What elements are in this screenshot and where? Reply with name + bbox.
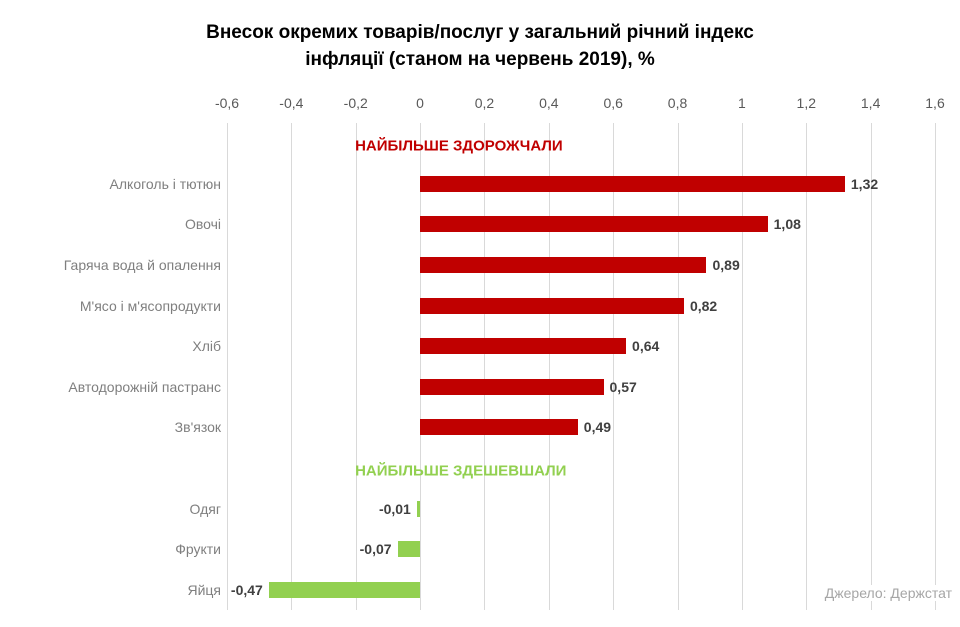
- section-header: НАЙБІЛЬШЕ ЗДОРОЖЧАЛИ: [355, 137, 563, 155]
- category-label: Зв'язок: [174, 419, 221, 436]
- category-label: Овочі: [184, 216, 221, 233]
- gridline: [227, 123, 228, 610]
- category-label: М'ясо і м'ясопродукти: [79, 297, 221, 314]
- value-label: -0,07: [359, 541, 392, 558]
- bar-increase: [420, 338, 627, 355]
- x-axis-tick-label: 0: [416, 95, 424, 111]
- category-label: Фрукти: [175, 541, 221, 558]
- gridline: [677, 123, 679, 610]
- category-label: Гаряча вода й опалення: [63, 257, 221, 274]
- gridline: [741, 123, 743, 610]
- value-label: 0,57: [609, 378, 637, 395]
- bar-increase: [420, 419, 578, 436]
- chart-title: Внесок окремих товарів/послуг у загальни…: [0, 19, 960, 73]
- category-axis-labels: Алкоголь і тютюн Овочі Гаряча вода й опале…: [0, 123, 960, 610]
- gridline: [420, 123, 422, 610]
- bar-increase: [420, 378, 604, 395]
- bar-decrease: [268, 581, 421, 598]
- category-label: Одяг: [189, 500, 221, 517]
- x-axis-tick-label: 1: [738, 95, 746, 111]
- chart-title-line-2: інфляції (станом на червень 2019), %: [305, 49, 655, 70]
- bar-increase: [420, 297, 684, 314]
- value-label: 0,49: [583, 419, 612, 436]
- gridline: [806, 123, 808, 610]
- category-label: Яйця: [187, 581, 221, 598]
- bar-decrease: [397, 541, 421, 558]
- gridline: [548, 123, 550, 610]
- bar-decrease: [416, 500, 421, 517]
- x-axis-tick-label: 0,2: [474, 95, 495, 111]
- value-label: 0,89: [712, 257, 740, 274]
- bar-increase: [420, 175, 845, 192]
- x-axis: -0,6 -0,4 -0,2 0 0,2 0,4 0,6 0,8 1 1,2 1,4 1,6: [215, 95, 945, 113]
- value-label: 1,08: [773, 216, 801, 233]
- bar-increase: [420, 216, 768, 233]
- category-label: Хліб: [192, 338, 221, 355]
- x-axis-tick-label: 1,6: [925, 95, 945, 111]
- plot-area: НАЙБІЛЬШЕ ЗДОРОЖЧАЛИ 1,32 1,08 0,89 0,82 0,64…: [227, 123, 936, 610]
- x-axis-tick-label: 0,6: [603, 95, 623, 111]
- x-axis-tick-label: -0,2: [343, 95, 368, 111]
- value-label: 1,32: [850, 175, 879, 192]
- value-label: 0,82: [689, 297, 718, 314]
- value-label: 0,64: [632, 338, 660, 355]
- gridline: [355, 123, 357, 610]
- x-axis-tick-label: 0,4: [539, 95, 559, 111]
- bar-increase: [420, 257, 707, 274]
- section-header: НАЙБІЛЬШЕ ЗДЕШЕВШАЛИ: [355, 462, 567, 480]
- x-axis-tick-label: -0,4: [279, 95, 304, 111]
- x-axis-tick-label: 1,4: [860, 95, 881, 111]
- source-label: Джерело: Держстат: [820, 585, 952, 601]
- chart-title-line-1: Внесок окремих товарів/послуг у загальни…: [206, 22, 754, 43]
- gridline: [484, 123, 486, 610]
- x-axis-tick-label: -0,6: [214, 95, 240, 111]
- x-axis-tick-label: 1,2: [796, 95, 816, 111]
- category-label: Автодорожній пастранс: [68, 378, 221, 395]
- gridline: [613, 123, 615, 610]
- value-label: -0,01: [378, 500, 411, 517]
- value-label: -0,47: [230, 581, 263, 598]
- x-axis-tick-label: 0,8: [667, 95, 688, 111]
- gridline: [935, 123, 936, 610]
- category-label: Алкоголь і тютюн: [109, 175, 221, 192]
- gridline: [870, 123, 872, 610]
- gridline: [291, 123, 293, 610]
